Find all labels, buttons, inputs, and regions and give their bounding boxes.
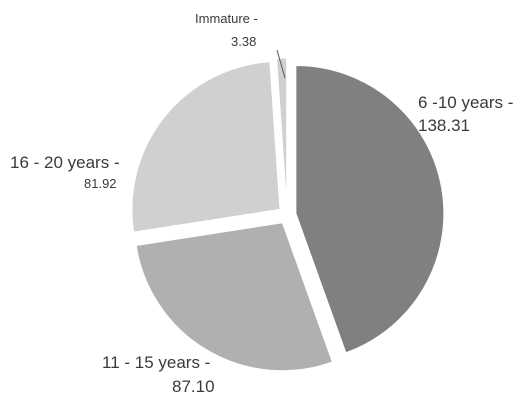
slice-label-11-15-years: 11 - 15 years - — [102, 353, 210, 372]
slice-value-16-20-years: 81.92 — [84, 176, 117, 191]
slice-value-11-15-years: 87.10 — [172, 377, 215, 396]
slice-value-6-10-years: 138.31 — [418, 116, 470, 135]
slice-label-16-20-years: 16 - 20 years - — [10, 153, 120, 172]
slice-6-10-years — [295, 64, 445, 354]
pie-slices — [131, 57, 445, 372]
immature-leader-line — [276, 49, 286, 79]
slice-11-15-years — [135, 222, 334, 372]
slice-16-20-years — [131, 61, 281, 233]
slice-immature — [276, 57, 288, 207]
slice-label-immature: Immature - — [195, 11, 258, 26]
slice-label-6-10-years: 6 -10 years - — [418, 93, 513, 112]
slice-value-immature: 3.38 — [231, 34, 256, 49]
